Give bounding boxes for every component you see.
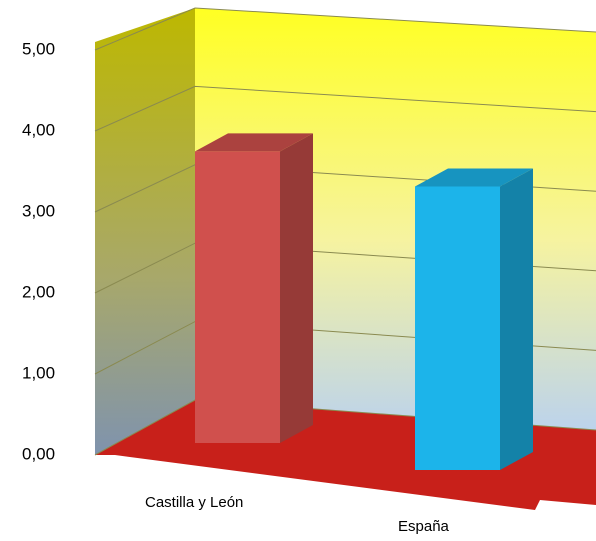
side-wall [95, 8, 195, 455]
bar-side [280, 133, 313, 443]
bar-top [195, 133, 313, 152]
y-tick-label: 4,00 [22, 120, 55, 139]
grid-line [94, 7, 596, 51]
bar-front [195, 151, 280, 443]
bar-side [500, 168, 533, 470]
bar [195, 133, 313, 443]
bar-top [415, 168, 533, 187]
y-tick-label: 2,00 [22, 282, 55, 301]
y-tick-label: 5,00 [22, 39, 55, 58]
y-tick-label: 1,00 [22, 363, 55, 382]
grid-line [94, 85, 596, 132]
y-tick-label: 3,00 [22, 201, 55, 220]
bar-front [415, 186, 500, 470]
bar [415, 168, 533, 470]
x-tick-label: Castilla y León [145, 494, 243, 511]
x-tick-label: España [398, 518, 450, 535]
y-tick-label: 0,00 [22, 444, 55, 463]
